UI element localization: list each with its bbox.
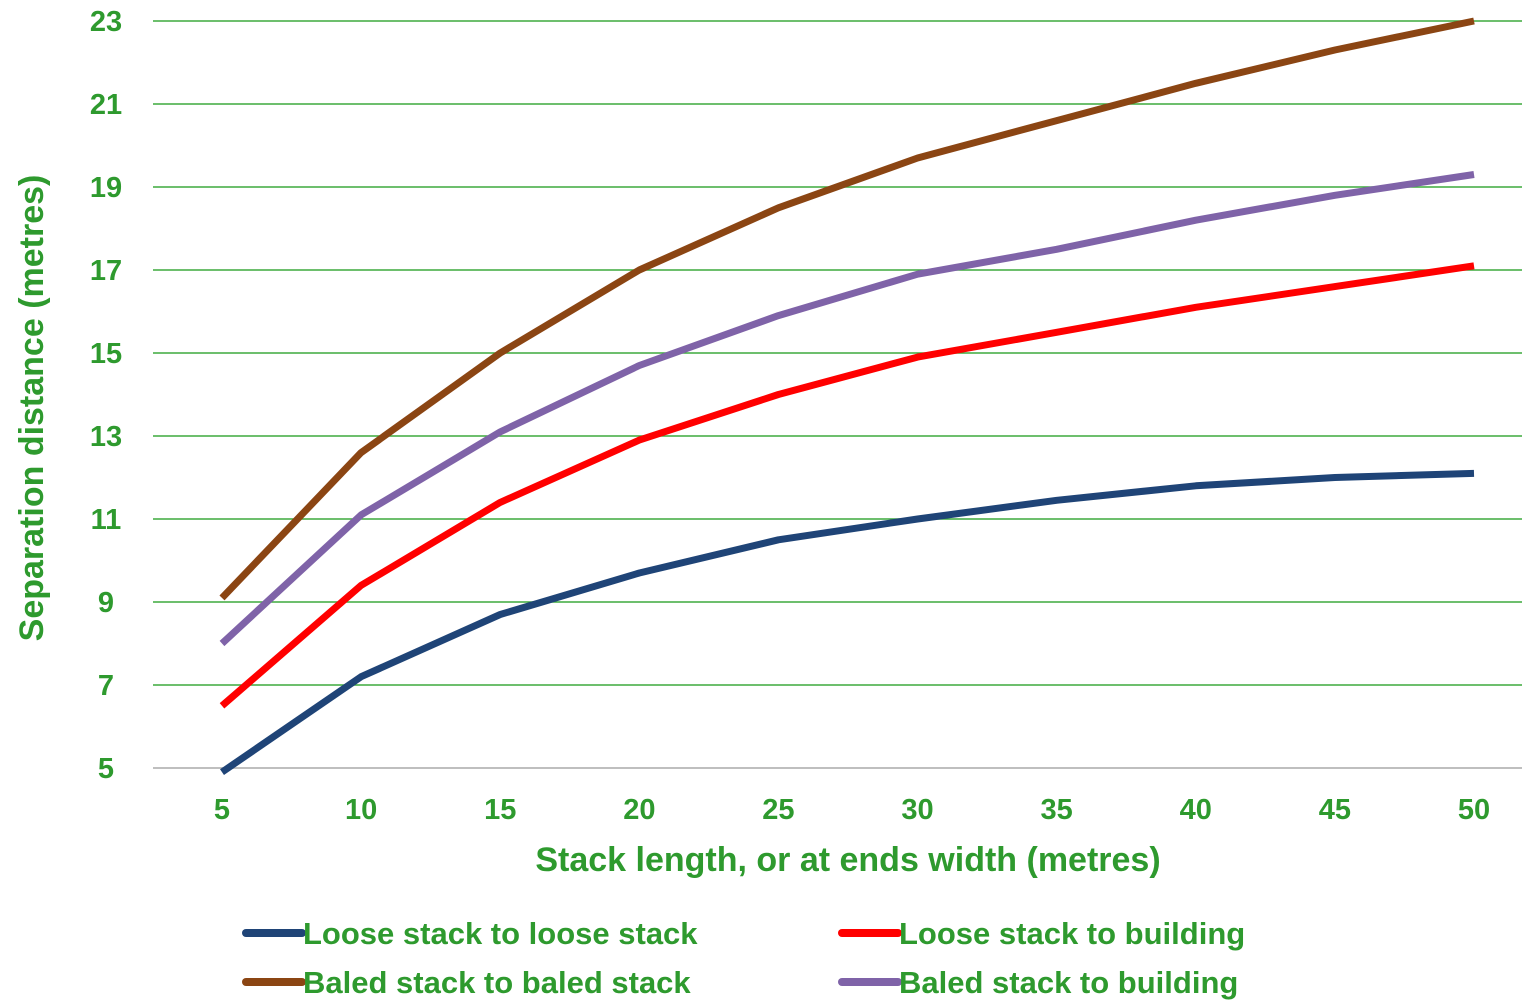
x-tick-label: 40 [1180, 794, 1212, 826]
legend-item-1: Loose stack to loose stack [242, 916, 698, 951]
x-axis-title: Stack length, or at ends width (metres) [535, 841, 1160, 879]
y-tick-label: 9 [98, 587, 114, 619]
series-lines [219, 17, 1475, 775]
y-tick-label: 15 [90, 338, 122, 370]
y-tick-label: 5 [98, 753, 114, 785]
x-tick-label: 15 [484, 794, 516, 826]
legend-label: Loose stack to building [899, 916, 1245, 951]
series-line-3 [219, 17, 1475, 601]
y-tick-label: 19 [90, 172, 122, 204]
y-tick-label: 23 [90, 6, 122, 38]
x-tick-label: 10 [345, 794, 377, 826]
legend-item-2: Loose stack to building [838, 916, 1245, 951]
legend-label: Loose stack to loose stack [303, 916, 698, 951]
y-tick-label: 21 [90, 89, 122, 121]
y-tick-label: 17 [90, 255, 122, 287]
series-line-2 [219, 262, 1475, 709]
legend-item-3: Baled stack to baled stack [242, 965, 691, 1000]
x-tick-label: 25 [762, 794, 794, 826]
x-tick-label: 35 [1041, 794, 1073, 826]
x-tick-label: 20 [623, 794, 655, 826]
y-tick-label: 11 [91, 504, 122, 536]
legend-item-4: Baled stack to building [838, 965, 1238, 1000]
x-axis-tick-labels: 5 10 15 20 25 30 35 40 45 50 [214, 794, 1490, 826]
x-tick-label: 30 [901, 794, 933, 826]
y-axis-tick-labels: 5 7 9 11 13 15 17 19 21 23 [90, 6, 122, 785]
legend-label: Baled stack to baled stack [303, 965, 691, 1000]
gridlines [153, 20, 1522, 769]
x-tick-label: 50 [1458, 794, 1490, 826]
legend: Loose stack to loose stack Loose stack to… [242, 916, 1245, 1000]
x-tick-label: 45 [1319, 794, 1351, 826]
legend-label: Baled stack to building [899, 965, 1238, 1000]
y-axis-title: Separation distance (metres) [13, 175, 51, 642]
y-tick-label: 13 [90, 421, 122, 453]
series-line-1 [220, 469, 1475, 775]
x-tick-label: 5 [214, 794, 230, 826]
y-tick-label: 7 [98, 670, 114, 702]
series-line-4 [219, 171, 1475, 647]
